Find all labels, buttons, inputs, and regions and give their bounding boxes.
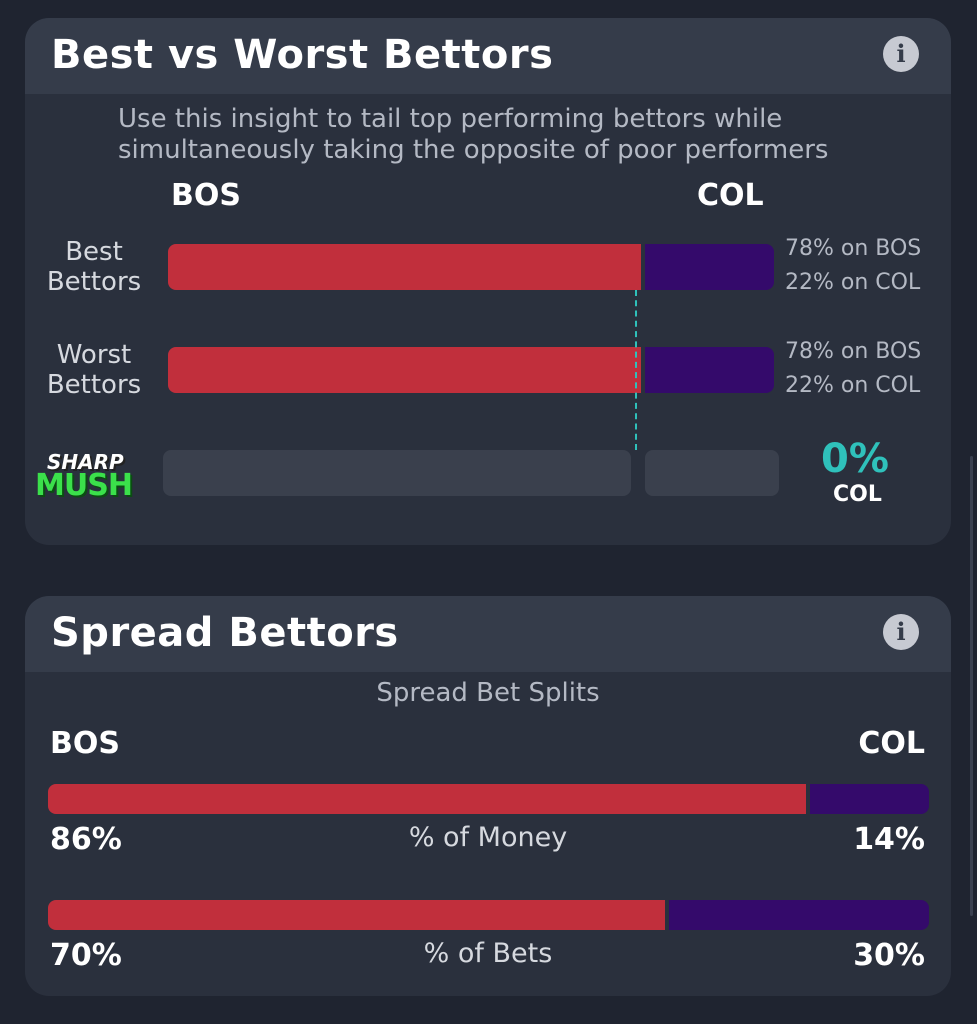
bos-segment <box>48 900 665 930</box>
col-segment <box>805 784 929 814</box>
card-header: Spread Bettors i <box>25 596 951 672</box>
bos-segment <box>168 244 641 290</box>
sharp-bar-right <box>645 450 779 496</box>
row-label-line2: Bettors <box>46 370 142 400</box>
sharp-bar-left <box>163 450 631 496</box>
col-segment <box>640 347 774 393</box>
bos-segment <box>168 347 641 393</box>
spread-bettors-card: Spread Bettors i Spread Bet Splits BOS C… <box>25 596 951 996</box>
card-title: Best vs Worst Bettors <box>51 32 554 78</box>
row-label-line2: Bettors <box>46 267 142 297</box>
col-segment <box>640 244 774 290</box>
best-bettors-bar <box>168 244 774 290</box>
splits-title: Spread Bet Splits <box>376 678 600 708</box>
money-right-pct: 14% <box>853 822 925 857</box>
row-label-worst: Worst Bettors <box>39 340 149 400</box>
info-icon[interactable]: i <box>883 614 919 650</box>
worst-bettors-pcts: 78% on BOS 22% on COL <box>785 335 921 403</box>
best-bettors-pcts: 78% on BOS 22% on COL <box>785 232 921 300</box>
bets-metric-label: % of Bets <box>423 938 553 969</box>
bets-left-pct: 70% <box>50 938 122 973</box>
col-segment <box>664 900 929 930</box>
logo-text-bottom: MUSH <box>35 468 133 503</box>
bos-pct-text: 78% on BOS <box>785 236 922 261</box>
col-pct-text: 22% on COL <box>785 373 921 398</box>
sharp-mush-logo: SHARP MUSH <box>33 448 151 510</box>
sharp-pct: 0% <box>821 436 889 482</box>
money-metric-label: % of Money <box>408 822 568 853</box>
money-left-pct: 86% <box>50 822 122 857</box>
team-label-right: COL <box>697 178 764 213</box>
sharp-team: COL <box>833 482 882 507</box>
bos-segment <box>48 784 806 814</box>
bets-right-pct: 30% <box>853 938 925 973</box>
logo-text-top: SHARP <box>47 450 124 474</box>
card-title: Spread Bettors <box>51 610 399 656</box>
split-divider-line <box>635 290 637 450</box>
card-header: Best vs Worst Bettors i <box>25 18 951 94</box>
scrollbar[interactable] <box>970 456 973 916</box>
team-label-left: BOS <box>171 178 241 213</box>
col-pct-text: 22% on COL <box>785 270 921 295</box>
row-label-best: Best Bettors <box>39 237 149 297</box>
money-split-bar <box>48 784 929 814</box>
card-subtitle: Use this insight to tail top performing … <box>118 104 829 165</box>
row-label-line1: Worst <box>56 340 132 370</box>
info-icon[interactable]: i <box>883 36 919 72</box>
team-label-right: COL <box>858 726 925 761</box>
bos-pct-text: 78% on BOS <box>785 339 922 364</box>
bets-split-bar <box>48 900 929 930</box>
team-label-left: BOS <box>50 726 120 761</box>
worst-bettors-bar <box>168 347 774 393</box>
best-vs-worst-card: Best vs Worst Bettors i Use this insight… <box>25 18 951 545</box>
row-label-line1: Best <box>65 237 123 267</box>
